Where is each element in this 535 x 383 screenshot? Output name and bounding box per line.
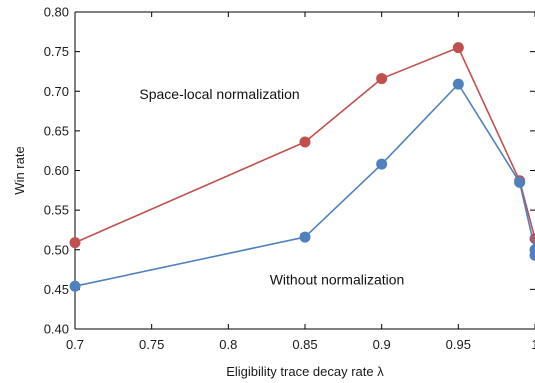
x-tick-label: 0.7 [66,337,84,352]
y-tick-label: 0.40 [44,322,69,337]
y-tick-label: 0.45 [44,282,69,297]
data-point-series-1 [299,231,311,243]
axes: 0.40 0.45 0.50 0.55 0.60 0.65 0.70 0.75 0.80 0.7 0… [44,5,535,352]
x-tick-label: 0.85 [292,337,317,352]
x-axis-label: Eligibility trace decay rate λ [226,364,384,379]
data-point-series-1 [529,249,535,261]
data-point-series-1 [69,280,81,292]
y-tick-label: 0.60 [44,163,69,178]
text-layer: Eligibility trace decay rate λ Win rate … [12,86,404,379]
x-tick-label: 0.8 [219,337,237,352]
data-point-series-1 [376,158,388,170]
series-annotation-without-normalization: Without normalization [270,272,405,288]
y-axis-label: Win rate [12,146,27,194]
x-tick-label: 0.9 [373,337,391,352]
x-tick-label: 1 [531,337,535,352]
series-annotation-space-local: Space-local normalization [139,86,299,102]
x-tick-label: 0.75 [139,337,164,352]
data-point-series-1 [514,176,526,188]
y-tick-label: 0.65 [44,123,69,138]
y-tick-label: 0.70 [44,84,69,99]
series-layer [69,42,535,292]
data-point-series-1 [452,78,464,90]
series-line-1 [74,83,535,287]
data-point-series-0 [452,42,464,54]
y-tick-label: 0.55 [44,203,69,218]
data-point-series-0 [299,136,311,148]
data-point-series-0 [69,237,81,249]
data-point-series-0 [376,73,388,85]
x-tick-label: 0.95 [446,337,471,352]
y-tick-label: 0.80 [44,5,69,20]
y-tick-label: 0.50 [44,242,69,257]
y-tick-label: 0.75 [44,44,69,59]
